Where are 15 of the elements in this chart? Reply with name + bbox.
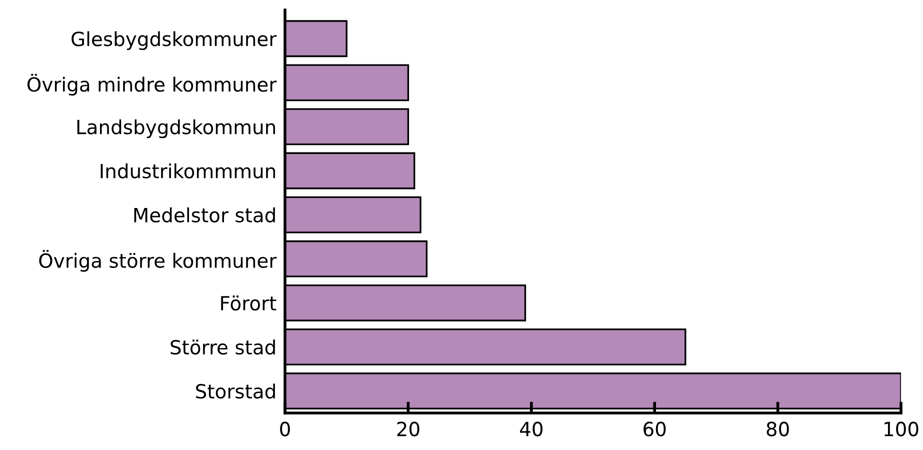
y-tick-label: Landsbygdskommun: [77, 119, 276, 138]
x-tick-label: 40: [520, 422, 542, 436]
x-tick-label: 80: [766, 422, 789, 436]
x-tick-label: 0: [280, 422, 290, 436]
x-tick-label: 20: [397, 422, 420, 436]
y-tick-label: Övriga mindre kommuner: [27, 74, 277, 96]
x-tick-label: 100: [884, 422, 918, 436]
x-tick-label: 60: [644, 422, 666, 436]
y-tick-label: Övriga större kommuner: [39, 250, 277, 272]
y-tick-label: Glesbygdskommuner: [72, 31, 277, 50]
y-tick-label: Större stad: [170, 340, 275, 355]
y-tick-label: Storstad: [196, 384, 275, 399]
y-tick-label: Förort: [221, 296, 276, 311]
y-tick-label: Medelstor stad: [134, 207, 275, 222]
y-tick-label: Industrikommmun: [100, 163, 276, 178]
